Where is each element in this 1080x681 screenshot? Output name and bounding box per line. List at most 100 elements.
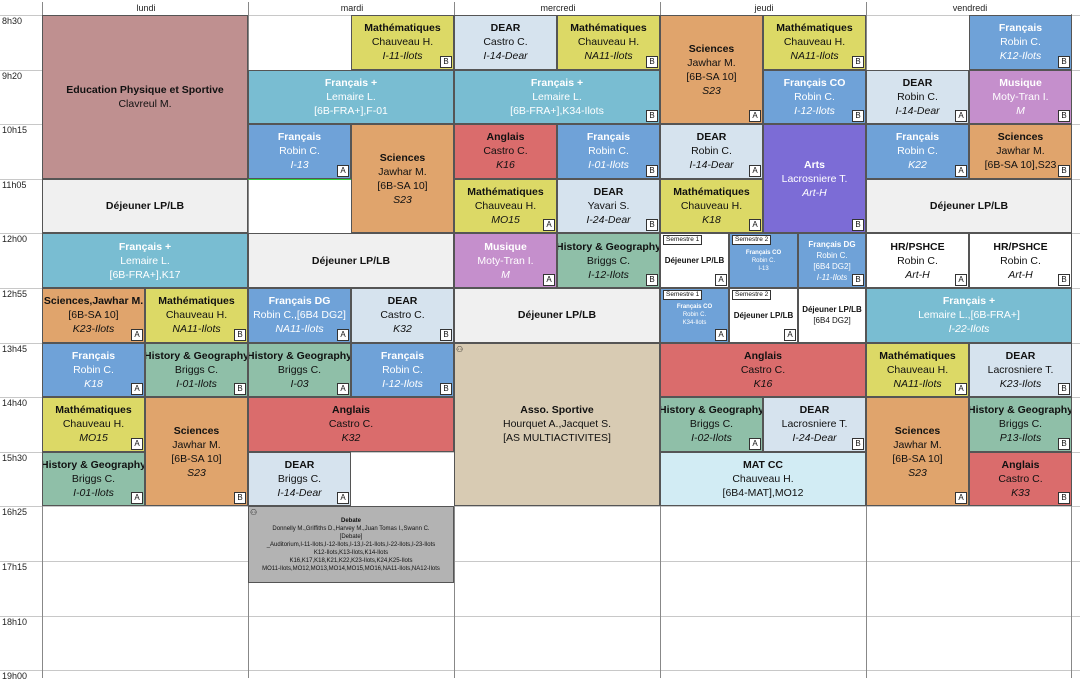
course-cell-ven-dej[interactable]: Déjeuner LP/LB <box>866 178 1072 234</box>
course-cell-ven-mus[interactable]: Musique Moty-Tran I. M B <box>969 69 1072 125</box>
course-cell-lun-fr2[interactable]: Français Robin C. K18 A <box>42 342 145 398</box>
course-cell-mar-frdg[interactable]: Français DG Robin C.,[6B4 DG2] NA11-Ilots A <box>248 288 351 343</box>
course-cell-line: I-02-Ilots <box>691 432 732 445</box>
course-cell-jeu-dej1[interactable]: Semestre 1 Déjeuner LP/LB A <box>660 233 729 288</box>
course-cell-line: History & Geography <box>42 459 145 472</box>
course-cell-line: Robin C. <box>279 145 320 158</box>
course-cell-ven-math[interactable]: Mathématiques Chauveau H. NA11-Ilots A <box>866 342 969 398</box>
course-cell-line: HR/PSHCE <box>993 240 1048 253</box>
course-cell-line: Sciences <box>379 151 426 164</box>
course-cell-jeu-matcc[interactable]: MAT CC Chauveau H. [6B4-MAT],MO12 <box>660 451 866 507</box>
course-cell-ven-fr3[interactable]: Français + Lemaire L.,[6B-FRA+] I-22-Ilots <box>866 288 1072 343</box>
group-tag: B <box>1058 164 1070 177</box>
course-cell-mar-dear2[interactable]: DEAR Briggs C. I-14-Dear A <box>248 451 351 507</box>
course-cell-jeu-frco[interactable]: Français CO Robin C. I-12-Ilots B <box>763 69 866 125</box>
course-cell-mar-sci1[interactable]: Sciences Jawhar M. [6B-SA 10] S23 <box>351 124 454 234</box>
course-cell-lun-sci2[interactable]: Sciences Jawhar M. [6B-SA 10] S23 B <box>145 397 248 507</box>
course-cell-line: MAT CC <box>742 459 784 472</box>
course-cell-mer-dej[interactable]: Déjeuner LP/LB <box>454 288 660 343</box>
course-cell-line: DEAR <box>799 404 830 417</box>
course-cell-line: Musique <box>999 76 1042 89</box>
course-cell-line: Français + <box>324 76 378 89</box>
course-cell-jeu-math2[interactable]: Mathématiques Chauveau H. K18 A <box>660 178 763 234</box>
course-cell-ven-sci2[interactable]: Sciences Jawhar M. [6B-SA 10] S23 A <box>866 397 969 507</box>
course-cell-mer-ang[interactable]: Anglais Castro C. K16 <box>454 124 557 179</box>
course-cell-line: Moty-Tran I. <box>992 90 1049 103</box>
course-cell-ven-sci1[interactable]: Sciences Jawhar M. [6B-SA 10],S23 B <box>969 124 1072 179</box>
course-cell-lun-sci1[interactable]: Sciences,Jawhar M. [6B-SA 10] K23-Ilots A <box>42 288 145 343</box>
time-label: 15h30 <box>2 452 28 463</box>
course-cell-jeu-hist[interactable]: History & Geography Briggs C. I-02-Ilots A <box>660 397 763 452</box>
course-cell-line: Robin C. <box>588 145 629 158</box>
course-cell-line: K18 <box>84 377 103 390</box>
course-cell-line: Jawhar M. <box>378 165 427 178</box>
group-icon: ⚇ <box>456 344 464 354</box>
course-cell-line: [6B-FRA+],K17 <box>109 268 181 281</box>
course-cell-line: Français + <box>530 76 584 89</box>
time-label: 12h00 <box>2 234 28 245</box>
course-cell-mer-hist[interactable]: History & Geography Briggs C. I-12-Ilots B <box>557 233 660 288</box>
course-cell-jeu-dear1[interactable]: DEAR Robin C. I-14-Dear A <box>660 124 763 179</box>
course-cell-ven-hr1[interactable]: HR/PSHCE Robin C. Art-H A <box>866 233 969 288</box>
course-cell-mar-hist1[interactable]: History & Geography Briggs C. I-03 A <box>248 342 351 398</box>
course-cell-line: Yavari S. <box>587 200 630 213</box>
group-tag: A <box>131 328 143 341</box>
course-cell-ven-fr1[interactable]: Français Robin C. K12-Ilots B <box>969 15 1072 70</box>
course-cell-jeu-dej2[interactable]: Semestre 2 Déjeuner LP/LB A <box>729 288 798 343</box>
course-cell-line: HR/PSHCE <box>890 240 945 253</box>
course-cell-mar-dej[interactable]: Déjeuner LP/LB <box>248 233 454 288</box>
course-cell-lun-math2[interactable]: Mathématiques Chauveau H. MO15 A <box>42 397 145 452</box>
course-cell-lun-dej[interactable]: Déjeuner LP/LB <box>42 178 248 234</box>
course-cell-mer-sport[interactable]: ⚇ Asso. Sportive Hourquet A.,Jacquet S. [AS… <box>454 342 660 507</box>
course-cell-ven-dear1[interactable]: DEAR Robin C. I-14-Dear A <box>866 69 969 125</box>
course-cell-jeu-arts[interactable]: Arts Lacrosniere T. Art-H B <box>763 124 866 234</box>
course-cell-mer-dear1[interactable]: DEAR Castro C. I-14-Dear <box>454 15 557 70</box>
course-cell-ven-hr2[interactable]: HR/PSHCE Robin C. Art-H B <box>969 233 1072 288</box>
course-cell-jeu-frco3[interactable]: Semestre 1 Français CO Robin C. K34-Ilots A <box>660 288 729 343</box>
course-cell-jeu-dej3[interactable]: Déjeuner LP/LB [6B4 DG2] <box>798 288 866 343</box>
course-cell-lun-math1[interactable]: Mathématiques Chauveau H. NA11-Ilots B <box>145 288 248 343</box>
course-cell-mer-mus[interactable]: Musique Moty-Tran I. M A <box>454 233 557 288</box>
group-tag: B <box>234 492 246 505</box>
course-cell-lun-eps[interactable]: Education Physique et Sportive Clavreul M… <box>42 15 248 179</box>
course-cell-jeu-sci[interactable]: Sciences Jawhar M. [6B-SA 10] S23 A <box>660 15 763 125</box>
course-cell-lun-hist2[interactable]: History & Geography Briggs C. I-01-Ilots A <box>42 451 145 507</box>
course-cell-line: [6B-SA 10] <box>377 179 428 192</box>
group-tag: B <box>852 219 864 232</box>
course-cell-mar-fr3[interactable]: Français Robin C. I-12-Ilots B <box>351 342 454 398</box>
course-cell-ven-hist[interactable]: History & Geography Briggs C. P13-Ilots B <box>969 397 1072 452</box>
group-tag: B <box>852 110 864 123</box>
course-cell-line: Robin C. <box>751 257 776 264</box>
time-label: 16h25 <box>2 507 28 518</box>
course-cell-lun-fr1[interactable]: Français + Lemaire L. [6B-FRA+],K17 <box>42 233 248 288</box>
course-cell-line: P13-Ilots <box>999 432 1042 445</box>
course-cell-ven-fr2[interactable]: Français Robin C. K22 A <box>866 124 969 179</box>
course-cell-line: History & Geography <box>969 404 1072 417</box>
course-cell-mer-fr2[interactable]: Français Robin C. I-01-Ilots B <box>557 124 660 179</box>
course-cell-mar-math1[interactable]: Mathématiques Chauveau H. I-11-Ilots B <box>351 15 454 70</box>
course-cell-ven-dear2[interactable]: DEAR Lacrosniere T. K23-Ilots B <box>969 342 1072 398</box>
course-cell-ven-ang[interactable]: Anglais Castro C. K33 B <box>969 451 1072 507</box>
course-cell-mer-math1[interactable]: Mathématiques Chauveau H. NA11-Ilots B <box>557 15 660 70</box>
course-cell-mar-debate[interactable]: ⚇ Debate Donnelly M.,Griffiths D.,Harvey M… <box>248 506 454 583</box>
course-cell-mar-dear1[interactable]: DEAR Castro C. K32 B <box>351 288 454 343</box>
course-cell-mar-fr2[interactable]: Français Robin C. I-13 A <box>248 124 351 179</box>
course-cell-jeu-dear2[interactable]: DEAR Lacrosniere T. I-24-Dear B <box>763 397 866 452</box>
course-cell-jeu-math1[interactable]: Mathématiques Chauveau H. NA11-Ilots B <box>763 15 866 70</box>
course-cell-line: DEAR <box>387 295 418 308</box>
semester-label: Semestre 1 <box>663 290 703 300</box>
course-cell-mer-dear2[interactable]: DEAR Yavari S. I-24-Dear B <box>557 178 660 234</box>
course-cell-lun-hist1[interactable]: History & Geography Briggs C. I-01-Ilots B <box>145 342 248 398</box>
course-cell-mer-math2[interactable]: Mathématiques Chauveau H. MO15 A <box>454 178 557 234</box>
course-cell-line: Déjeuner LP/LB <box>802 305 862 315</box>
course-cell-jeu-ang[interactable]: Anglais Castro C. K16 <box>660 342 866 398</box>
course-cell-mer-fr1[interactable]: Français + Lemaire L. [6B-FRA+],K34-Ilots B <box>454 69 660 125</box>
course-cell-jeu-frdg[interactable]: Français DG Robin C. [6B4 DG2] I-11-Ilots B <box>798 233 866 288</box>
group-tag: B <box>1058 110 1070 123</box>
course-cell-line: Robin C. <box>897 90 938 103</box>
course-cell-mar-fr1[interactable]: Français + Lemaire L. [6B-FRA+],F-01 <box>248 69 454 125</box>
course-cell-mar-ang[interactable]: Anglais Castro C. K32 <box>248 397 454 452</box>
course-cell-line: Art-H <box>905 268 930 281</box>
group-tag: A <box>337 492 349 505</box>
course-cell-jeu-frco2[interactable]: Semestre 2 Français CO Robin C. I-13 <box>729 233 798 288</box>
